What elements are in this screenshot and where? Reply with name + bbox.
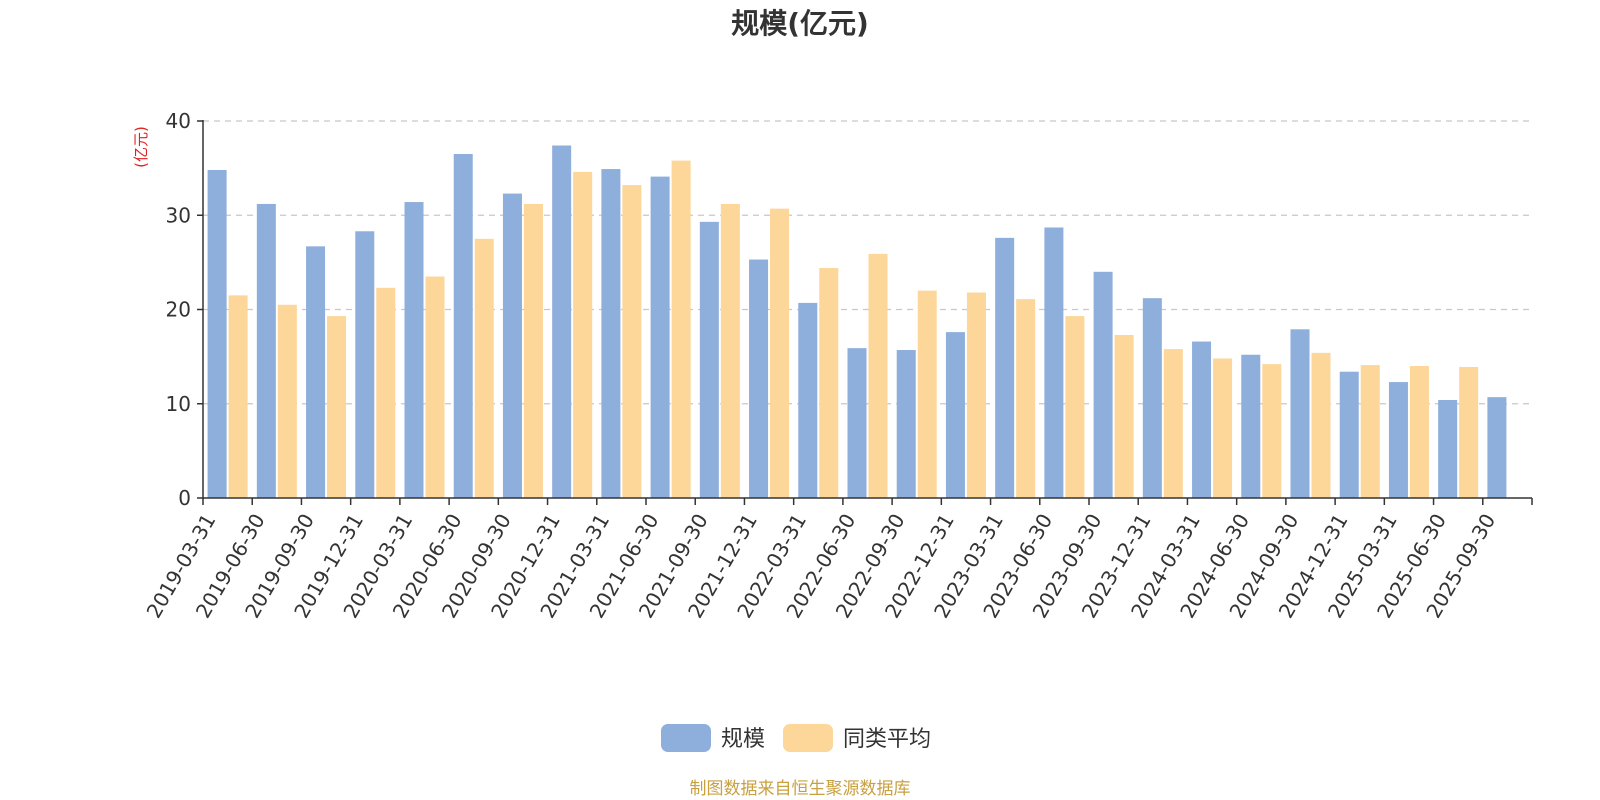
bar-peer-average[interactable] [868,253,888,498]
bar-peer-average[interactable] [1213,358,1233,498]
bar-scale[interactable] [945,332,965,498]
bar-scale[interactable] [1339,371,1359,498]
legend-swatch [783,724,833,752]
y-tick-label: 10 [166,392,191,416]
bar-peer-average[interactable] [277,304,297,498]
bar-peer-average[interactable] [770,208,790,498]
bar-scale[interactable] [749,259,769,498]
bar-scale[interactable] [552,145,572,498]
x-tick-labels: 2019-03-312019-06-302019-09-302019-12-31… [142,509,1501,622]
bar-scale[interactable] [355,231,375,498]
bar-scale[interactable] [650,176,670,499]
bar-scale[interactable] [1487,397,1507,498]
bar-scale[interactable] [1192,341,1212,498]
y-tick-label: 40 [166,109,191,133]
bar-peer-average[interactable] [1065,316,1085,498]
bars [207,145,1507,499]
y-tick-label: 30 [166,203,191,227]
bar-peer-average[interactable] [1114,334,1134,498]
bar-scale[interactable] [995,237,1015,498]
bar-peer-average[interactable] [966,292,986,498]
bar-scale[interactable] [1388,382,1408,498]
chart-title: 规模(亿元) [731,7,869,40]
bar-peer-average[interactable] [720,203,740,498]
bar-peer-average[interactable] [1360,365,1380,498]
bar-peer-average[interactable] [573,171,593,498]
bar-peer-average[interactable] [425,276,445,498]
bar-scale[interactable] [404,202,424,498]
bar-scale[interactable] [1241,354,1261,498]
bar-peer-average[interactable] [1163,349,1183,498]
bar-scale[interactable] [699,221,719,498]
axes [197,120,1533,505]
legend-swatch [661,724,711,752]
bar-peer-average[interactable] [327,316,347,498]
y-axis-unit: (亿元) [132,126,150,168]
legend-item-peer-average[interactable]: 同类平均 [783,724,931,752]
bar-peer-average[interactable] [819,268,839,498]
legend-label: 规模 [721,727,765,752]
bar-peer-average[interactable] [1262,364,1282,498]
bar-scale[interactable] [896,350,916,498]
bar-peer-average[interactable] [376,287,396,498]
bar-scale[interactable] [453,153,473,499]
y-tick-label: 0 [178,486,191,510]
y-tick-label: 20 [166,298,191,322]
source-note: 制图数据来自恒生聚源数据库 [690,779,911,799]
bar-peer-average[interactable] [1311,352,1331,498]
bar-scale[interactable] [847,348,867,498]
bar-peer-average[interactable] [228,295,248,498]
bar-peer-average[interactable] [1459,366,1479,498]
bar-peer-average[interactable] [622,185,642,498]
bar-scale[interactable] [207,170,227,498]
bar-peer-average[interactable] [917,290,937,498]
y-tick-labels: 0 10 20 30 40 [166,109,191,510]
bar-scale[interactable] [1142,298,1162,498]
bar-scale[interactable] [1093,271,1113,498]
bar-peer-average[interactable] [1409,366,1429,498]
bar-scale[interactable] [798,302,818,498]
bar-scale[interactable] [601,169,621,498]
legend[interactable]: 规模 同类平均 [661,724,931,752]
bar-scale[interactable] [306,246,326,498]
bar-scale[interactable] [1044,227,1064,498]
legend-item-scale[interactable]: 规模 [661,724,765,752]
bar-scale[interactable] [1290,329,1310,498]
bar-scale[interactable] [256,203,276,498]
bar-peer-average[interactable] [474,238,494,498]
bar-peer-average[interactable] [671,160,691,498]
legend-label: 同类平均 [843,727,931,752]
bar-scale[interactable] [502,193,522,498]
bar-peer-average[interactable] [523,203,543,498]
grid-lines [203,120,1532,405]
bar-peer-average[interactable] [1016,299,1036,498]
bar-scale[interactable] [1438,399,1458,498]
